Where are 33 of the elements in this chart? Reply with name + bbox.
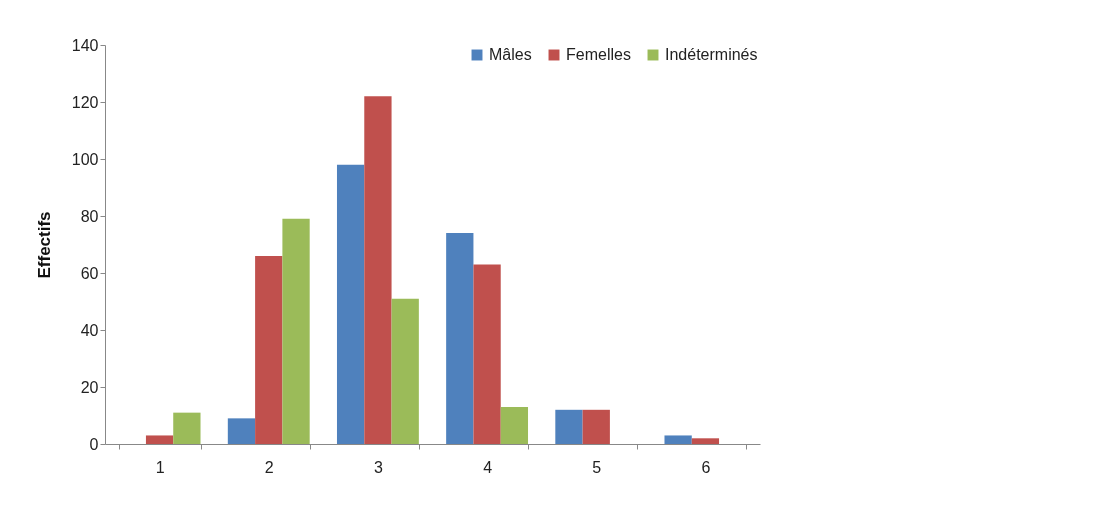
- bar: [227, 418, 256, 444]
- x-tick-label: 3: [373, 458, 383, 476]
- bar: [255, 255, 283, 444]
- x-tick-label: 4: [483, 458, 493, 476]
- legend-label: Indéterminés: [665, 46, 758, 63]
- bar: [282, 218, 310, 444]
- bar: [691, 438, 720, 444]
- legend-label: Mâles: [489, 46, 532, 63]
- bar: [555, 409, 583, 444]
- y-tick-label: 100: [71, 150, 99, 168]
- x-tick-label: 6: [701, 458, 711, 476]
- bar: [446, 233, 474, 444]
- bar: [173, 412, 201, 444]
- y-axis-title: Effectifs: [34, 211, 54, 279]
- x-tick-label: 5: [592, 458, 602, 476]
- x-tick-label: 1: [155, 458, 165, 476]
- y-tick-label: 0: [89, 435, 99, 453]
- y-tick-label: 80: [80, 207, 99, 225]
- y-tick-label: 60: [80, 264, 99, 282]
- y-tick-label: 40: [80, 321, 99, 339]
- bar: [500, 406, 529, 444]
- bar: [391, 298, 419, 444]
- y-tick-label: 120: [71, 93, 99, 111]
- bar: [145, 435, 174, 444]
- bar: [582, 409, 610, 444]
- bar: [364, 96, 392, 444]
- x-tick-label: 2: [264, 458, 274, 476]
- bar: [473, 264, 501, 444]
- legend-label: Femelles: [566, 46, 631, 63]
- y-tick-label: 20: [80, 378, 99, 396]
- bar: [336, 164, 365, 444]
- bar: [664, 435, 692, 444]
- y-tick-label: 140: [71, 36, 99, 54]
